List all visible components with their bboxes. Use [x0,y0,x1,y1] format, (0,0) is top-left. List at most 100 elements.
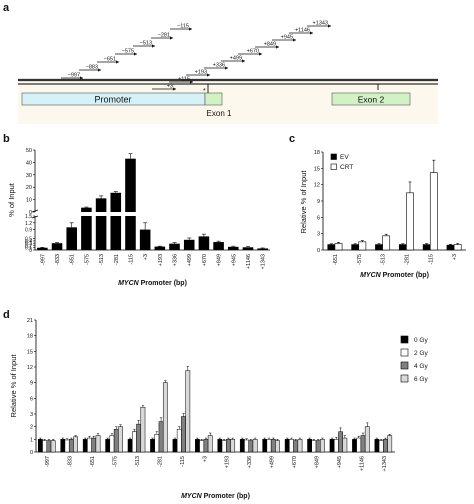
axis-break-mark [31,215,39,219]
bar [110,216,122,250]
y-tick-label: 30 [26,173,32,179]
bar [51,243,63,250]
x-tick-label: +193 [158,254,164,266]
bar [297,439,303,453]
y-tick-label: 9 [30,381,33,387]
bar [387,435,393,453]
bar [176,428,182,453]
chart-c: 0 3 6 9 12 15 18 -651 -575 -513 -281 -115 +3 EV CRT Rel… [299,150,466,279]
y-tick-label: 10 [26,198,32,204]
bar [207,435,213,453]
bar [342,437,348,453]
axis-break-mark [31,209,39,213]
primer-label: +115 [178,77,190,83]
bar [383,439,388,453]
bar [320,439,325,453]
x-tick-label: +499 [270,456,276,468]
bar [169,243,180,250]
y-tick-label: 21 [27,318,33,324]
legend-label: 4 Gy [414,363,428,370]
y-tick-label: 18 [314,150,320,156]
y-tick-label: 3 [317,232,320,238]
bar [68,439,74,453]
primer-arrow-head [98,68,101,72]
bar [262,439,268,453]
bar [172,439,178,453]
x-tick-label: +1146 [246,254,252,269]
bar [82,439,88,453]
bar [110,192,122,212]
y-tick-label: 2 [30,425,33,431]
y-axis-label: % of Input [7,182,16,217]
bar [113,428,119,453]
bar [139,229,151,250]
x-axis-label: MYCN Promoter (bp) [360,272,429,279]
bar [154,434,160,453]
bar [244,439,249,453]
x-tick-label: -651 [90,456,96,467]
bar [87,437,92,453]
x-tick-label: +945 [337,456,343,468]
bar [352,439,357,453]
x-tick-label: +3 [452,254,458,260]
y-tick-label: 6 [30,396,33,402]
bar [398,244,407,251]
y-tick-label: 40 [26,160,32,166]
x-tick-label: -115 [128,254,134,265]
bar [374,439,380,453]
bar [406,192,414,251]
y-axis-label: Relative % of Input [299,170,308,234]
bar [217,439,223,453]
y-tick-label: 9 [317,199,320,205]
panel-label-a: a [3,2,10,14]
x-tick-label: +670 [292,456,298,468]
y-tick-label: 0.2 [25,243,32,249]
primer-arrow-head [207,73,210,77]
bar [37,439,43,453]
panel-label-c: c [289,133,295,145]
primer-arrow-head [134,52,137,56]
bar [150,439,155,453]
x-tick-label: +849 [314,456,320,468]
bar [307,439,313,453]
x-tick-label: -115 [180,456,186,467]
primer-arrow-head [259,52,262,56]
x-tick-label: -651 [70,254,76,265]
legend-swatch [330,163,337,170]
bar [199,440,205,453]
primer-arrow-head [225,66,228,70]
bar [46,440,52,453]
x-tick-label: +1343 [382,456,388,471]
panel-label-d: d [3,309,10,321]
bar [81,216,92,250]
bar [275,440,280,453]
primer-label: −883 [86,65,98,71]
primer-arrow-head [80,76,83,80]
x-tick-label: -513 [135,456,141,467]
primer-label: −281 [158,33,170,39]
bar [73,436,78,453]
y-tick-label: 3 [30,412,33,418]
bar [109,435,115,453]
primer-arrow-head [293,38,296,42]
bar [183,239,195,250]
primer-label: +849 [264,42,276,48]
x-tick-label: -513 [381,254,387,265]
x-tick-label: -651 [333,254,339,265]
x-tick-label: +193 [225,456,231,468]
primer-label: −997 [68,73,80,79]
primer-label: +499 [230,56,242,62]
x-tick-label: -281 [404,254,410,265]
exon2-box [331,92,411,106]
bar [50,440,56,453]
x-tick-label: -575 [113,456,119,467]
x-tick-label: +3 [202,456,208,462]
bar [95,216,107,250]
y-tick-label: 15 [27,349,33,355]
bar [64,439,70,453]
y-tick-label: 15 [314,166,320,172]
bar [257,248,268,250]
y-tick-label: 0.4 [25,239,32,245]
exon1-label: Exon 1 [207,109,232,118]
